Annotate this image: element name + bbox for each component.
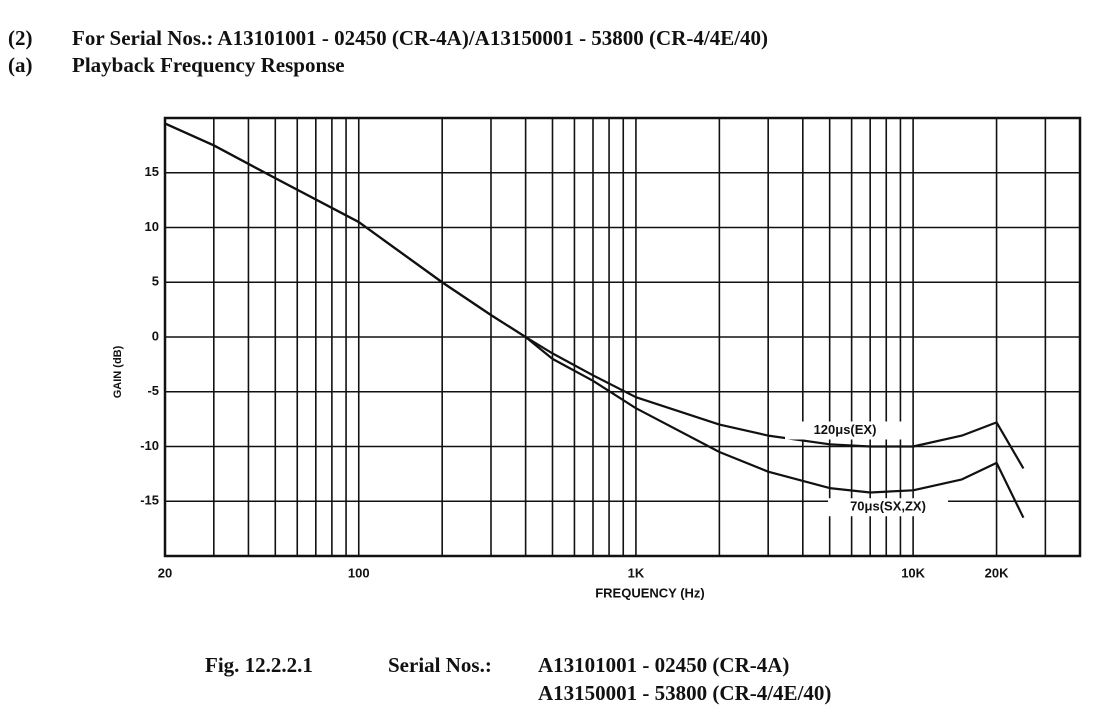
caption-figure: Fig. 12.2.2.1 xyxy=(205,653,313,677)
x-tick-label: 10K xyxy=(901,565,925,580)
curve-label: 70μs(SX,ZX) xyxy=(850,499,926,514)
section-title: For Serial Nos.: A13101001 - 02450 (CR-4… xyxy=(72,26,768,50)
y-tick-label: -10 xyxy=(140,438,159,453)
x-tick-label: 1K xyxy=(628,565,645,580)
y-axis-label: GAIN (dB) xyxy=(112,345,124,398)
subsection-number: (a) xyxy=(8,53,33,77)
x-tick-label: 20 xyxy=(158,565,172,580)
x-axis-label: FREQUENCY (Hz) xyxy=(595,585,705,600)
x-tick-label: 20K xyxy=(985,565,1009,580)
subsection-title: Playback Frequency Response xyxy=(72,53,345,77)
caption-label: Serial Nos.: xyxy=(388,653,492,677)
y-tick-label: -5 xyxy=(147,383,159,398)
curve-label-bg xyxy=(785,421,905,440)
y-tick-label: -15 xyxy=(140,493,159,508)
caption-line: A13150001 - 53800 (CR-4/4E/40) xyxy=(538,681,831,705)
curve xyxy=(164,122,1025,469)
y-tick-label: 15 xyxy=(145,164,159,179)
y-tick-label: 10 xyxy=(145,219,159,234)
y-tick-label: 5 xyxy=(152,274,159,289)
curve-label: 120μs(EX) xyxy=(814,422,877,437)
y-tick-label: 0 xyxy=(152,328,159,343)
curve-label-bg xyxy=(828,498,948,517)
plot-frame xyxy=(163,116,1082,558)
section-number: (2) xyxy=(8,26,33,50)
curve xyxy=(164,122,1025,519)
x-tick-label: 100 xyxy=(348,565,370,580)
caption-line: A13101001 - 02450 (CR-4A) xyxy=(538,653,789,677)
